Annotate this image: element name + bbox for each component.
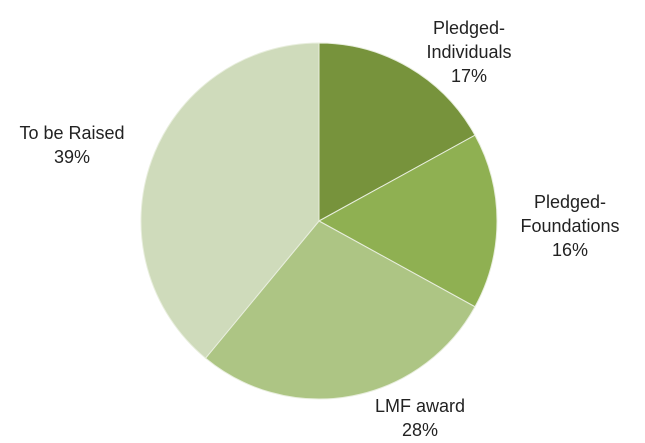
value-label: 28% xyxy=(401,420,439,440)
category-label: Pledged-Individuals xyxy=(426,18,512,62)
slice-label: Pledged-Individuals 17% xyxy=(414,16,524,88)
category-label: To be Raised xyxy=(19,123,125,143)
slice-label: Pledged-Foundations 16% xyxy=(500,190,640,262)
slice-label: LMF award 28% xyxy=(350,394,490,442)
value-label: 39% xyxy=(53,147,91,167)
pie-slice xyxy=(318,42,476,222)
category-label: Pledged-Foundations xyxy=(520,192,620,236)
slice-label: To be Raised 39% xyxy=(2,121,142,169)
pie-slice xyxy=(204,220,476,400)
value-label: 16% xyxy=(551,240,589,260)
pie-slice xyxy=(317,134,498,308)
value-label: 17% xyxy=(450,66,488,86)
category-label: LMF award xyxy=(374,396,466,416)
pie-slice xyxy=(140,42,320,359)
